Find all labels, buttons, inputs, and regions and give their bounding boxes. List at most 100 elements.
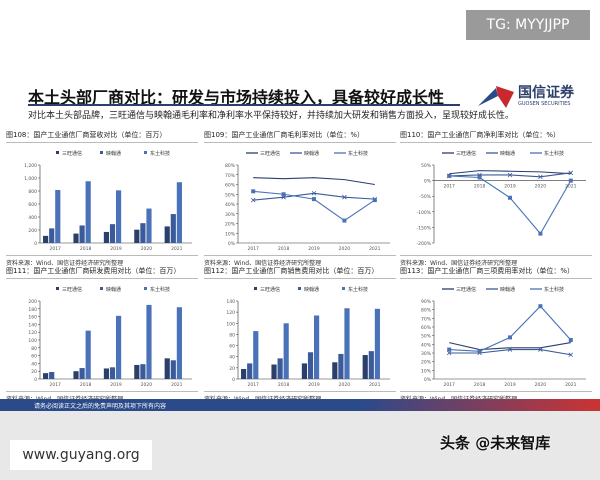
legend-label: 映翰通 bbox=[106, 150, 121, 157]
bar-三旺通信-2020 bbox=[134, 364, 140, 379]
y-tick-label: 0 bbox=[34, 241, 37, 247]
bar-三旺通信-2017 bbox=[241, 368, 247, 379]
x-tick-label: 2020 bbox=[535, 382, 547, 388]
bar-三旺通信-2019 bbox=[103, 368, 110, 379]
chart-source: 资料来源：Wind、国信证券经济研究所整理 bbox=[6, 255, 198, 267]
logo-icon bbox=[478, 86, 514, 108]
page-subtitle: 对比本土头部品牌，三旺通信与映翰通毛利率和净利率水平保持较好，并持续加大研发和销… bbox=[28, 111, 515, 121]
bar-三旺通信-2018 bbox=[73, 233, 79, 243]
y-tick-label: 20% bbox=[225, 222, 236, 228]
bar-三旺通信-2018 bbox=[73, 371, 79, 379]
x-tick-label: 2018 bbox=[474, 184, 486, 190]
bar-映翰通-2020 bbox=[140, 364, 146, 379]
point-东土科技-2017 bbox=[251, 189, 256, 194]
y-tick-label: 30% bbox=[421, 351, 432, 357]
logo-en: GUOSEN SECURITIES bbox=[518, 101, 571, 107]
footer-disclaimer: 请务必阅读正文之后的免责声明及其项下所有内容 bbox=[34, 403, 167, 410]
legend-label: 东土科技 bbox=[544, 286, 564, 293]
x-tick-label: 2018 bbox=[278, 246, 290, 252]
legend-swatch bbox=[144, 287, 147, 290]
line-三旺通信 bbox=[253, 177, 375, 186]
chart-109: 三旺通信 映翰通 东土科技 0% 10% 20% 30% 40% 50% 60% 70% 80% 201… bbox=[225, 150, 390, 252]
y-tick-label: 70% bbox=[225, 173, 236, 179]
chart-108: 三旺通信 映翰通 东土科技 0 200 400 600 800 1,000 1,200 2017 20… bbox=[24, 150, 192, 252]
chart-112: 三旺通信 映翰通 东土科技 0 20 40 60 80 100 120 140 2017 2018 201… bbox=[226, 286, 390, 388]
bar-东土科技-2021 bbox=[374, 308, 380, 379]
point-映翰通-2020 bbox=[538, 174, 543, 180]
bar-东土科技-2020 bbox=[344, 308, 350, 379]
legend-swatch bbox=[254, 287, 257, 290]
page-title: 本土头部厂商对比：研发与市场持续投入，具备较好成长性 bbox=[28, 88, 445, 107]
legend-label: 东土科技 bbox=[348, 286, 368, 293]
y-tick-label: 20 bbox=[31, 369, 37, 375]
bar-东土科技-2017 bbox=[55, 190, 61, 243]
chart-title: 图108：国产工业通信厂商营收对比（单位：百万） bbox=[6, 130, 198, 143]
y-tick-label: -150% bbox=[417, 225, 432, 231]
legend-label: 东土科技 bbox=[348, 150, 368, 157]
y-tick-label: 10% bbox=[421, 368, 432, 374]
y-tick-label: 80% bbox=[225, 163, 236, 169]
bar-映翰通-2020 bbox=[140, 223, 146, 243]
y-tick-label: 1,200 bbox=[24, 163, 37, 169]
legend-label: 映翰通 bbox=[304, 286, 319, 293]
x-tick-label: 2018 bbox=[80, 382, 92, 388]
bar-三旺通信-2021 bbox=[164, 226, 170, 243]
chart-title: 图110：国产工业通信厂商净利率对比（单位：%） bbox=[400, 130, 592, 143]
bar-东土科技-2017 bbox=[253, 331, 259, 379]
bar-映翰通-2018 bbox=[79, 225, 85, 243]
x-tick-label: 2021 bbox=[171, 382, 183, 388]
bar-映翰通-2018 bbox=[79, 368, 85, 379]
point-东土科技-2019 bbox=[508, 195, 512, 200]
y-tick-label: 400 bbox=[28, 215, 37, 221]
y-tick-label: 0% bbox=[228, 241, 236, 247]
bar-东土科技-2019 bbox=[116, 190, 122, 243]
y-tick-label: 40 bbox=[229, 355, 235, 361]
chart-title: 图112：国产工业通信厂商销售费用对比（单位：百万） bbox=[204, 266, 396, 279]
bar-三旺通信-2021 bbox=[362, 355, 368, 379]
y-tick-label: 0% bbox=[424, 377, 432, 383]
y-tick-label: 60 bbox=[229, 344, 235, 350]
bar-东土科技-2018 bbox=[85, 330, 91, 379]
chart-panel-109: 图109：国产工业通信厂商毛利率对比（单位：%） 三旺通信 映翰通 东土科技 0% 10%… bbox=[204, 130, 396, 267]
legend-label: 映翰通 bbox=[500, 150, 515, 157]
y-tick-label: 120 bbox=[226, 310, 235, 316]
y-tick-label: 800 bbox=[28, 189, 37, 195]
x-tick-label: 2019 bbox=[504, 184, 516, 190]
y-tick-label: 0% bbox=[424, 179, 432, 185]
bar-东土科技-2021 bbox=[176, 307, 182, 379]
x-tick-label: 2017 bbox=[49, 246, 61, 252]
y-tick-label: -100% bbox=[417, 210, 432, 216]
y-tick-label: 20 bbox=[229, 366, 235, 372]
y-tick-label: 60% bbox=[225, 183, 236, 189]
x-tick-label: 2021 bbox=[171, 246, 183, 252]
y-tick-label: 100 bbox=[226, 321, 235, 327]
y-tick-label: 80 bbox=[229, 332, 235, 338]
chart-title: 图113：国产工业通信厂商三项费用率对比（单位：%） bbox=[400, 266, 592, 279]
y-tick-label: 100 bbox=[28, 338, 37, 344]
bar-映翰通-2021 bbox=[170, 360, 176, 379]
y-tick-label: -50% bbox=[419, 194, 431, 200]
footer-bar: 请务必阅读正文之后的免责声明及其项下所有内容 bbox=[0, 399, 600, 411]
bar-三旺通信-2020 bbox=[332, 362, 338, 379]
x-tick-label: 2020 bbox=[141, 246, 153, 252]
x-tick-label: 2017 bbox=[443, 184, 455, 190]
chart-113: 三旺通信 映翰通 东土科技 0% 10% 20% 30% 40% 50% 60% 70% 80% 90%… bbox=[421, 286, 586, 388]
bar-三旺通信-2018 bbox=[271, 364, 277, 379]
y-tick-label: 0 bbox=[34, 377, 37, 383]
title-divider bbox=[28, 104, 460, 106]
x-tick-label: 2021 bbox=[369, 382, 381, 388]
point-映翰通-2020 bbox=[538, 347, 543, 352]
legend-label: 东土科技 bbox=[150, 150, 170, 157]
point-映翰通-2021 bbox=[568, 352, 574, 358]
bar-三旺通信-2017 bbox=[43, 373, 49, 379]
bar-三旺通信-2019 bbox=[301, 363, 308, 379]
x-tick-label: 2021 bbox=[565, 382, 577, 388]
bar-映翰通-2021 bbox=[170, 214, 176, 243]
watermark-site: www.guyang.org bbox=[10, 440, 152, 470]
chart-110: 三旺通信 映翰通 东土科技 -200% -150% -100% -50% 0% 50% 2017 2… bbox=[417, 150, 586, 247]
legend-swatch bbox=[298, 287, 301, 290]
point-东土科技-2020 bbox=[538, 304, 543, 309]
y-tick-label: 60% bbox=[421, 325, 432, 331]
point-东土科技-2021 bbox=[568, 338, 573, 342]
